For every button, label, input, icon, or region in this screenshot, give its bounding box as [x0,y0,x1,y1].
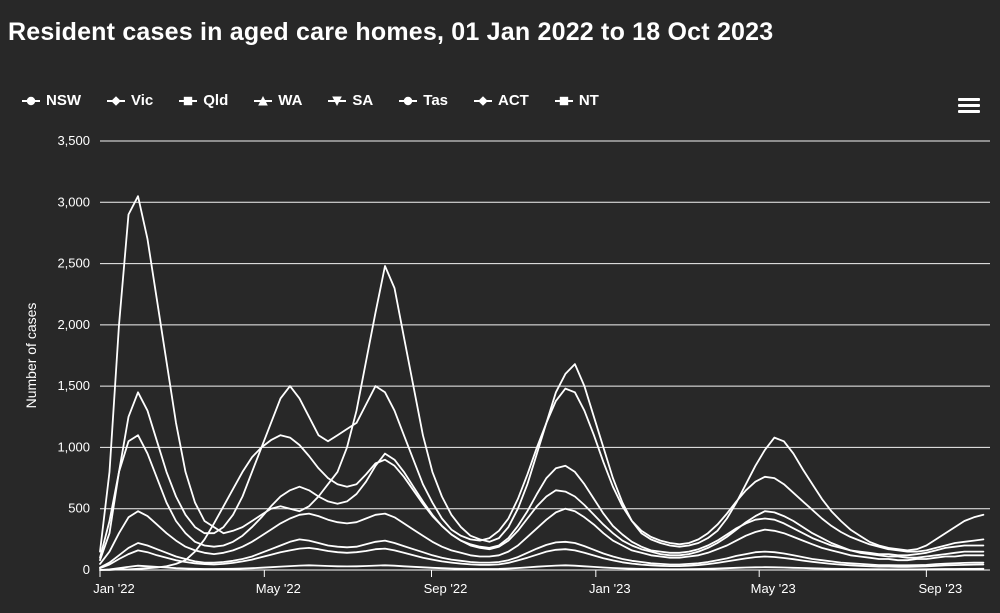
legend-label: WA [278,92,303,109]
hamburger-icon[interactable] [956,94,982,116]
x-tick-label: May '23 [751,581,796,596]
legend-item-SA[interactable]: SA [328,92,373,109]
legend-label: Tas [423,92,448,109]
x-tick-label: May '22 [256,581,301,596]
diamond-marker-icon [474,95,492,106]
series-line-WA[interactable] [99,434,985,571]
legend-item-Qld[interactable]: Qld [179,92,228,109]
diamond-marker-icon [107,95,125,106]
chart-title: Resident cases in aged care homes, 01 Ja… [8,18,774,46]
legend-item-Vic[interactable]: Vic [107,92,153,109]
triangle-marker-icon [254,95,273,105]
square-marker-icon [179,96,198,105]
series-line-Vic[interactable] [99,385,985,562]
legend-label: NT [578,92,599,109]
legend-item-NSW[interactable]: NSW [22,92,81,109]
y-tick-label: 2,500 [57,256,90,271]
legend-item-WA[interactable]: WA [254,92,302,109]
hamburger-bar [958,97,980,101]
chart-svg: 0 500 1,000 1,500 2,000 2,500 3,000 3,500 Jan '2… [23,133,990,596]
y-axis-title: Number of cases [23,303,39,409]
legend-label: Qld [203,92,229,109]
legend-label: ACT [498,92,529,109]
y-tick-label: 3,000 [57,194,90,209]
circle-marker-icon [399,96,418,105]
y-tick-label: 0 [83,562,90,577]
y-tick-label: 1,000 [57,439,90,454]
x-tick-label: Sep '23 [919,581,963,596]
x-tick-label: Jan '22 [93,581,135,596]
x-tick-label: Sep '22 [424,581,468,596]
y-tick-label: 2,000 [57,317,90,332]
legend-item-Tas[interactable]: Tas [399,92,448,109]
series-line-NT[interactable] [99,564,985,571]
hamburger-bar [958,109,980,113]
series-line-Qld[interactable] [99,434,985,559]
legend: NSW Vic Qld WA SA Tas ACT NT [22,92,599,109]
x-tick-label: Jan '23 [589,581,631,596]
legend-label: SA [352,92,374,109]
legend-label: NSW [46,92,81,109]
y-tick-label: 500 [68,501,90,516]
series-line-NSW[interactable] [99,195,985,553]
legend-label: Vic [131,92,154,109]
legend-item-ACT[interactable]: ACT [474,92,529,109]
y-tick-label: 3,500 [57,133,90,148]
series-line-SA[interactable] [99,507,985,565]
square-marker-icon [554,96,573,105]
circle-marker-icon [22,96,40,105]
y-tick-label: 1,500 [57,378,90,393]
series-line-ACT[interactable] [99,546,985,570]
legend-item-NT[interactable]: NT [554,92,599,109]
triangle-down-marker-icon [328,96,347,106]
hamburger-bar [958,103,980,107]
plot-area: 0 500 1,000 1,500 2,000 2,500 3,000 3,500 Jan '2… [0,128,1000,608]
series-line-Tas[interactable] [99,538,985,569]
